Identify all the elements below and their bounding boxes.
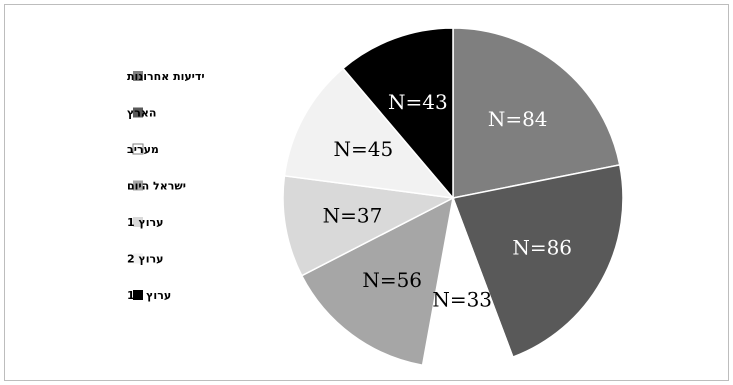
legend: ידיעות אחרונות הארץ מעריב ישראל היום ערוץ 1 ע…	[127, 70, 205, 302]
legend-swatch-5	[133, 217, 143, 227]
pie-slice-5	[282, 174, 456, 277]
slice-label-3: N=33	[432, 288, 492, 312]
legend-swatch-6	[133, 253, 143, 264]
legend-label-7: ערוץ 10	[127, 289, 171, 302]
slice-label-4: N=56	[362, 268, 422, 292]
legend-swatch-7	[133, 290, 143, 300]
legend-label-3: מעריב	[127, 143, 159, 156]
legend-label-6: ערוץ 2	[127, 253, 163, 266]
pie-slice-4	[300, 196, 455, 367]
pie-slice-1	[452, 27, 621, 199]
slice-labels: N=84 N=86 N=33 N=56 N=37 N=45 N=43	[323, 90, 572, 311]
legend-label-5: ערוץ 1	[127, 216, 163, 229]
slice-label-6: N=45	[334, 137, 394, 161]
legend-swatch-1	[133, 71, 143, 81]
legend-label-2: הארץ	[127, 107, 156, 120]
legend-label-1: ידיעות אחרונות	[127, 70, 205, 83]
pie-slice-6	[283, 67, 455, 199]
legend-swatch-3	[132, 143, 144, 155]
pie-slice-7	[341, 27, 454, 201]
slice-label-1: N=84	[488, 107, 548, 131]
slice-label-5: N=37	[323, 203, 383, 227]
pie-slices	[282, 27, 624, 369]
legend-swatch-4	[133, 180, 143, 191]
legend-swatch-2	[133, 107, 143, 118]
pie-slice-3	[421, 195, 514, 369]
slice-label-2: N=86	[512, 236, 572, 260]
slice-label-7: N=43	[388, 90, 448, 114]
legend-label-4: ישראל היום	[127, 180, 186, 193]
